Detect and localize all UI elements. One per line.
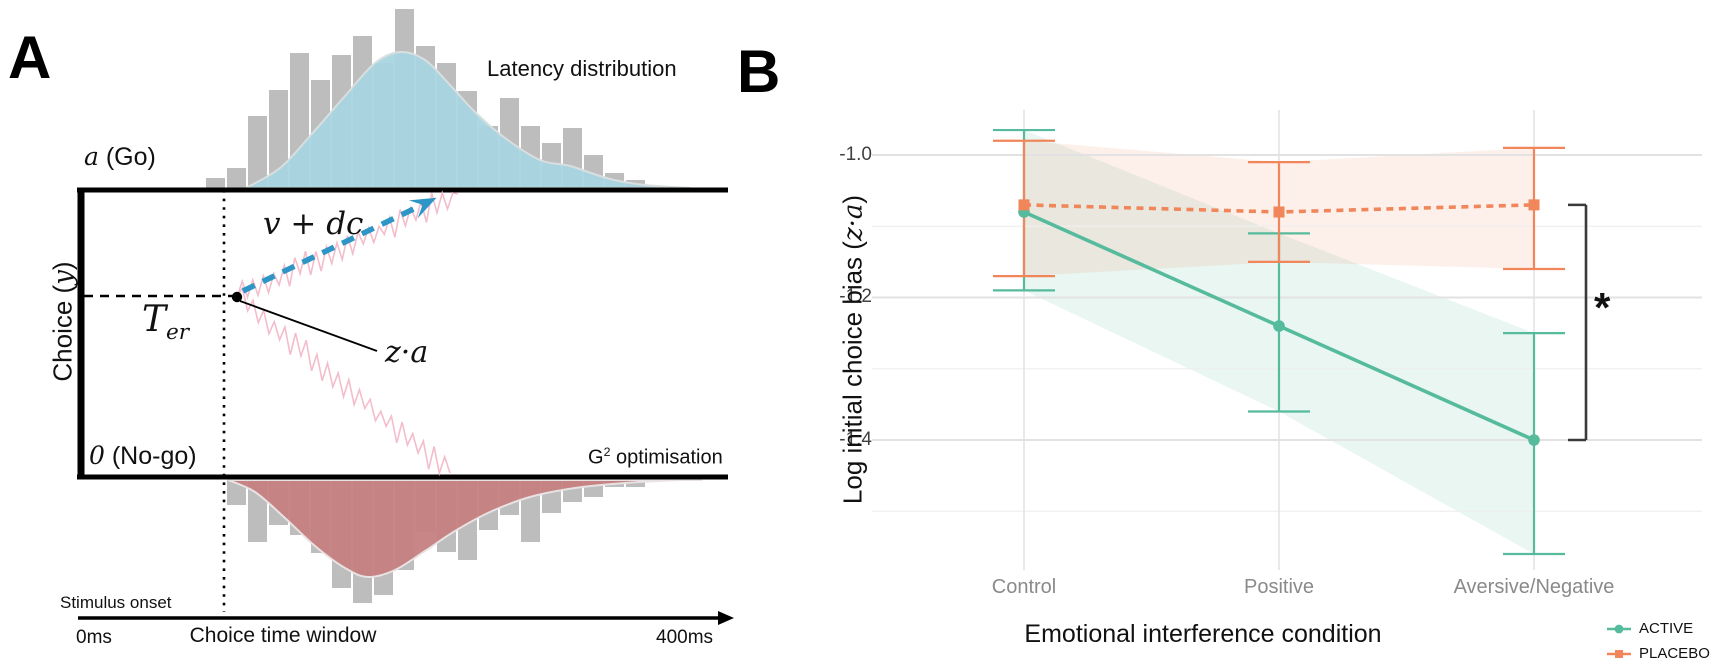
panel-a-densities (227, 50, 703, 579)
time-axis-start-label: 0ms (76, 627, 112, 648)
starting-point-dot (231, 291, 243, 303)
y-axis-title-suffix: ) (837, 194, 868, 204)
boundary-a-symbol: a (84, 142, 99, 171)
ytick-minus-1-4: -1.4 (839, 429, 872, 450)
ytick-minus-1-2: -1.2 (839, 286, 872, 307)
latency-distribution-label: Latency distribution (487, 56, 677, 81)
g2-optimisation-label: G2 optimisation (588, 445, 723, 470)
legend-label-placebo: PLACEBO (1639, 645, 1710, 662)
latency-hist-bar (206, 178, 225, 188)
ytick-minus-1-0: -1.0 (839, 144, 872, 165)
y-axis-title: Log initial choice bias (z·a) (838, 185, 869, 515)
placebo-key-marker (1615, 649, 1623, 658)
g2-rest: optimisation (610, 446, 723, 469)
drift-rate-label: v + dc (263, 206, 364, 242)
ter-base: T (142, 299, 167, 340)
go-latency-density (242, 50, 691, 189)
placebo-data-point (1528, 199, 1540, 211)
drift-arrow-line (241, 201, 426, 294)
stimulus-onset-label: Stimulus onset (60, 593, 172, 612)
g2-base: G (588, 446, 604, 469)
active-legend-key-icon (1607, 624, 1631, 633)
latency-hist-bar (248, 116, 267, 188)
nogo-latency-density (227, 478, 703, 579)
drift-arrowhead (408, 197, 437, 219)
starting-point-label: z·a (385, 335, 429, 370)
boundary-zero-symbol: 0 (89, 441, 105, 470)
latency-hist-bar (227, 168, 246, 188)
g2-superscript: 2 (603, 445, 611, 459)
za-pointer-line (239, 300, 378, 352)
panel-b-series (993, 128, 1565, 556)
panel-a-annotations (231, 197, 437, 352)
nondecision-time-label: Ter (142, 299, 189, 345)
lower-boundary-label: 0 (No-go) (89, 441, 197, 471)
ter-subscript: er (166, 320, 190, 346)
significance-bracket (1568, 203, 1588, 442)
category-label-aversive: Aversive/Negative (1453, 576, 1615, 598)
placebo-legend-key-icon (1607, 649, 1631, 658)
active-data-point (1273, 320, 1285, 332)
placebo-data-point (1018, 199, 1030, 211)
y-axis-title-prefix: Log initial choice bias ( (837, 241, 868, 505)
legend-label-active: ACTIVE (1639, 620, 1694, 637)
latency-hist-bar (269, 90, 288, 188)
category-label-positive: Positive (1243, 576, 1315, 598)
time-axis-title: Choice time window (189, 624, 377, 647)
panel-b-label: B (737, 38, 781, 105)
significance-asterisk: * (1594, 284, 1611, 331)
choice-axis-prefix: Choice ( (47, 284, 78, 382)
panel-a-label: A (8, 24, 52, 91)
active-key-marker (1614, 624, 1624, 633)
upper-boundary-label: a (Go) (84, 142, 156, 172)
choice-axis-suffix: ) (47, 261, 78, 271)
boundary-nogo-text: (No-go) (104, 442, 197, 470)
x-axis-title: Emotional interference condition (1024, 620, 1382, 648)
category-label-control: Control (991, 576, 1057, 598)
time-axis-end-label: 400ms (656, 627, 714, 648)
panel-a-frame (77, 187, 734, 625)
choice-axis-y-symbol: y (48, 270, 79, 285)
active-data-point (1528, 434, 1540, 446)
time-axis-arrowhead (718, 611, 734, 625)
y-axis-title-math: z·a (838, 203, 869, 242)
legend-item-active: ACTIVE (1606, 620, 1693, 637)
nogo-hist-bar (626, 480, 645, 487)
boundary-go-text: (Go) (98, 143, 156, 171)
nogo-hist-bar (227, 480, 246, 505)
diffusion-trace-down (236, 286, 451, 477)
legend-item-placebo: PLACEBO (1606, 645, 1710, 662)
choice-axis-label: Choice (y) (48, 234, 79, 410)
placebo-data-point (1273, 206, 1285, 218)
